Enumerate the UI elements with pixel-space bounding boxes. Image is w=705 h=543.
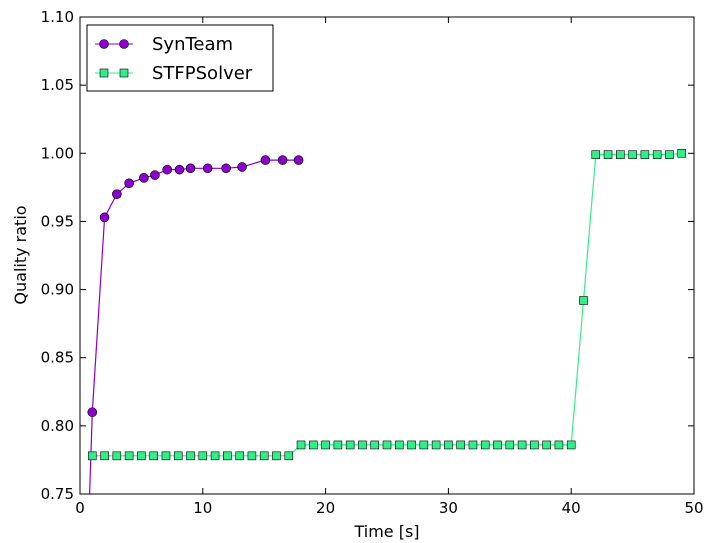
data-point-stfpsolver xyxy=(173,451,183,461)
data-point-synteam xyxy=(293,155,304,165)
data-point-stfpsolver xyxy=(186,451,195,461)
data-point-stfpsolver xyxy=(259,451,269,461)
data-point-synteam xyxy=(202,163,213,174)
data-point-stfpsolver xyxy=(321,440,330,450)
x-tick-label: 50 xyxy=(684,499,703,517)
x-tick-label: 10 xyxy=(193,499,212,517)
y-tick-label: 1.00 xyxy=(41,144,74,162)
data-point-synteam xyxy=(221,163,231,174)
data-point-stfpsolver xyxy=(333,440,343,450)
data-point-stfpsolver xyxy=(358,440,367,450)
data-point-synteam xyxy=(260,155,271,165)
data-point-stfpsolver xyxy=(517,440,527,450)
series-layer xyxy=(87,148,687,494)
data-point-stfpsolver xyxy=(554,440,564,450)
data-point-stfpsolver xyxy=(444,440,453,450)
data-point-stfpsolver xyxy=(407,440,416,450)
x-tick-label: 0 xyxy=(75,499,85,517)
data-point-stfpsolver xyxy=(542,440,551,450)
data-point-stfpsolver xyxy=(87,451,97,461)
data-point-synteam xyxy=(87,407,98,418)
legend-marker-stfpsolver xyxy=(119,68,129,78)
data-point-stfpsolver xyxy=(616,150,625,159)
data-point-stfpsolver xyxy=(591,150,601,159)
y-tick-label: 0.80 xyxy=(41,417,74,435)
data-point-stfpsolver xyxy=(628,150,637,159)
data-point-synteam xyxy=(185,163,196,174)
y-tick-label: 1.10 xyxy=(41,8,74,26)
legend-marker-synteam xyxy=(99,39,109,49)
data-point-stfpsolver xyxy=(247,451,257,461)
data-point-stfpsolver xyxy=(161,451,171,461)
data-point-stfpsolver xyxy=(652,150,662,159)
data-point-synteam xyxy=(139,173,149,183)
data-point-stfpsolver xyxy=(603,150,613,159)
data-point-stfpsolver xyxy=(419,440,429,450)
data-point-stfpsolver xyxy=(284,451,294,461)
legend-label-stfpsolver: STFPSolver xyxy=(152,63,253,84)
data-point-stfpsolver xyxy=(223,451,232,461)
data-point-stfpsolver xyxy=(382,440,392,450)
legend-label-synteam: SynTeam xyxy=(152,34,233,55)
legend: SynTeam STFPSolver xyxy=(86,24,274,92)
y-tick-label: 0.90 xyxy=(41,281,74,299)
series-line-synteam xyxy=(89,159,299,494)
data-point-stfpsolver xyxy=(272,451,281,461)
plot-frame xyxy=(79,16,695,495)
data-point-synteam xyxy=(99,212,110,223)
data-point-stfpsolver xyxy=(137,451,146,461)
data-point-stfpsolver xyxy=(456,440,465,450)
data-point-stfpsolver xyxy=(309,440,318,450)
data-point-stfpsolver xyxy=(149,451,158,461)
legend-marker-stfpsolver xyxy=(99,68,109,78)
data-point-stfpsolver xyxy=(431,440,441,450)
x-axis-label: Time [s] xyxy=(353,522,419,541)
data-point-stfpsolver xyxy=(566,440,576,450)
data-point-synteam xyxy=(237,162,247,172)
data-point-stfpsolver xyxy=(665,150,674,159)
data-point-synteam xyxy=(174,164,185,175)
y-tick-label: 0.95 xyxy=(41,212,74,230)
y-axis-label: Quality ratio xyxy=(11,205,30,304)
data-point-stfpsolver xyxy=(677,148,687,158)
data-point-stfpsolver xyxy=(493,440,502,450)
y-tick-label: 0.85 xyxy=(41,349,74,367)
plot-area xyxy=(80,17,694,494)
data-point-stfpsolver xyxy=(235,451,244,461)
y-tick-label: 0.75 xyxy=(41,485,74,503)
legend-marker-synteam xyxy=(119,39,129,49)
data-point-stfpsolver xyxy=(112,451,122,461)
data-point-stfpsolver xyxy=(100,451,109,461)
data-point-stfpsolver xyxy=(296,440,306,450)
data-point-synteam xyxy=(277,155,288,165)
data-point-stfpsolver xyxy=(530,440,539,450)
data-point-stfpsolver xyxy=(480,440,490,450)
data-point-synteam xyxy=(150,170,160,180)
data-point-stfpsolver xyxy=(124,451,134,461)
data-point-stfpsolver xyxy=(394,440,404,450)
data-point-synteam xyxy=(124,178,134,189)
x-tick-label: 30 xyxy=(439,499,458,517)
ticks-layer: 0 10 20 30 40 50 0.75 0.80 0.85 0.90 0.95 1.00 1.05 1… xyxy=(41,8,704,517)
x-tick-label: 40 xyxy=(562,499,581,517)
data-point-stfpsolver xyxy=(210,451,220,461)
data-point-stfpsolver xyxy=(198,451,208,461)
data-point-stfpsolver xyxy=(468,440,478,450)
data-point-stfpsolver xyxy=(579,296,588,305)
data-point-stfpsolver xyxy=(370,440,380,450)
data-point-stfpsolver xyxy=(345,440,355,450)
data-point-stfpsolver xyxy=(640,150,650,159)
y-tick-label: 1.05 xyxy=(41,76,74,94)
data-point-synteam xyxy=(112,189,122,199)
legend-box xyxy=(86,24,274,92)
data-point-stfpsolver xyxy=(505,440,515,450)
x-tick-label: 20 xyxy=(316,499,335,517)
data-point-synteam xyxy=(162,164,172,175)
